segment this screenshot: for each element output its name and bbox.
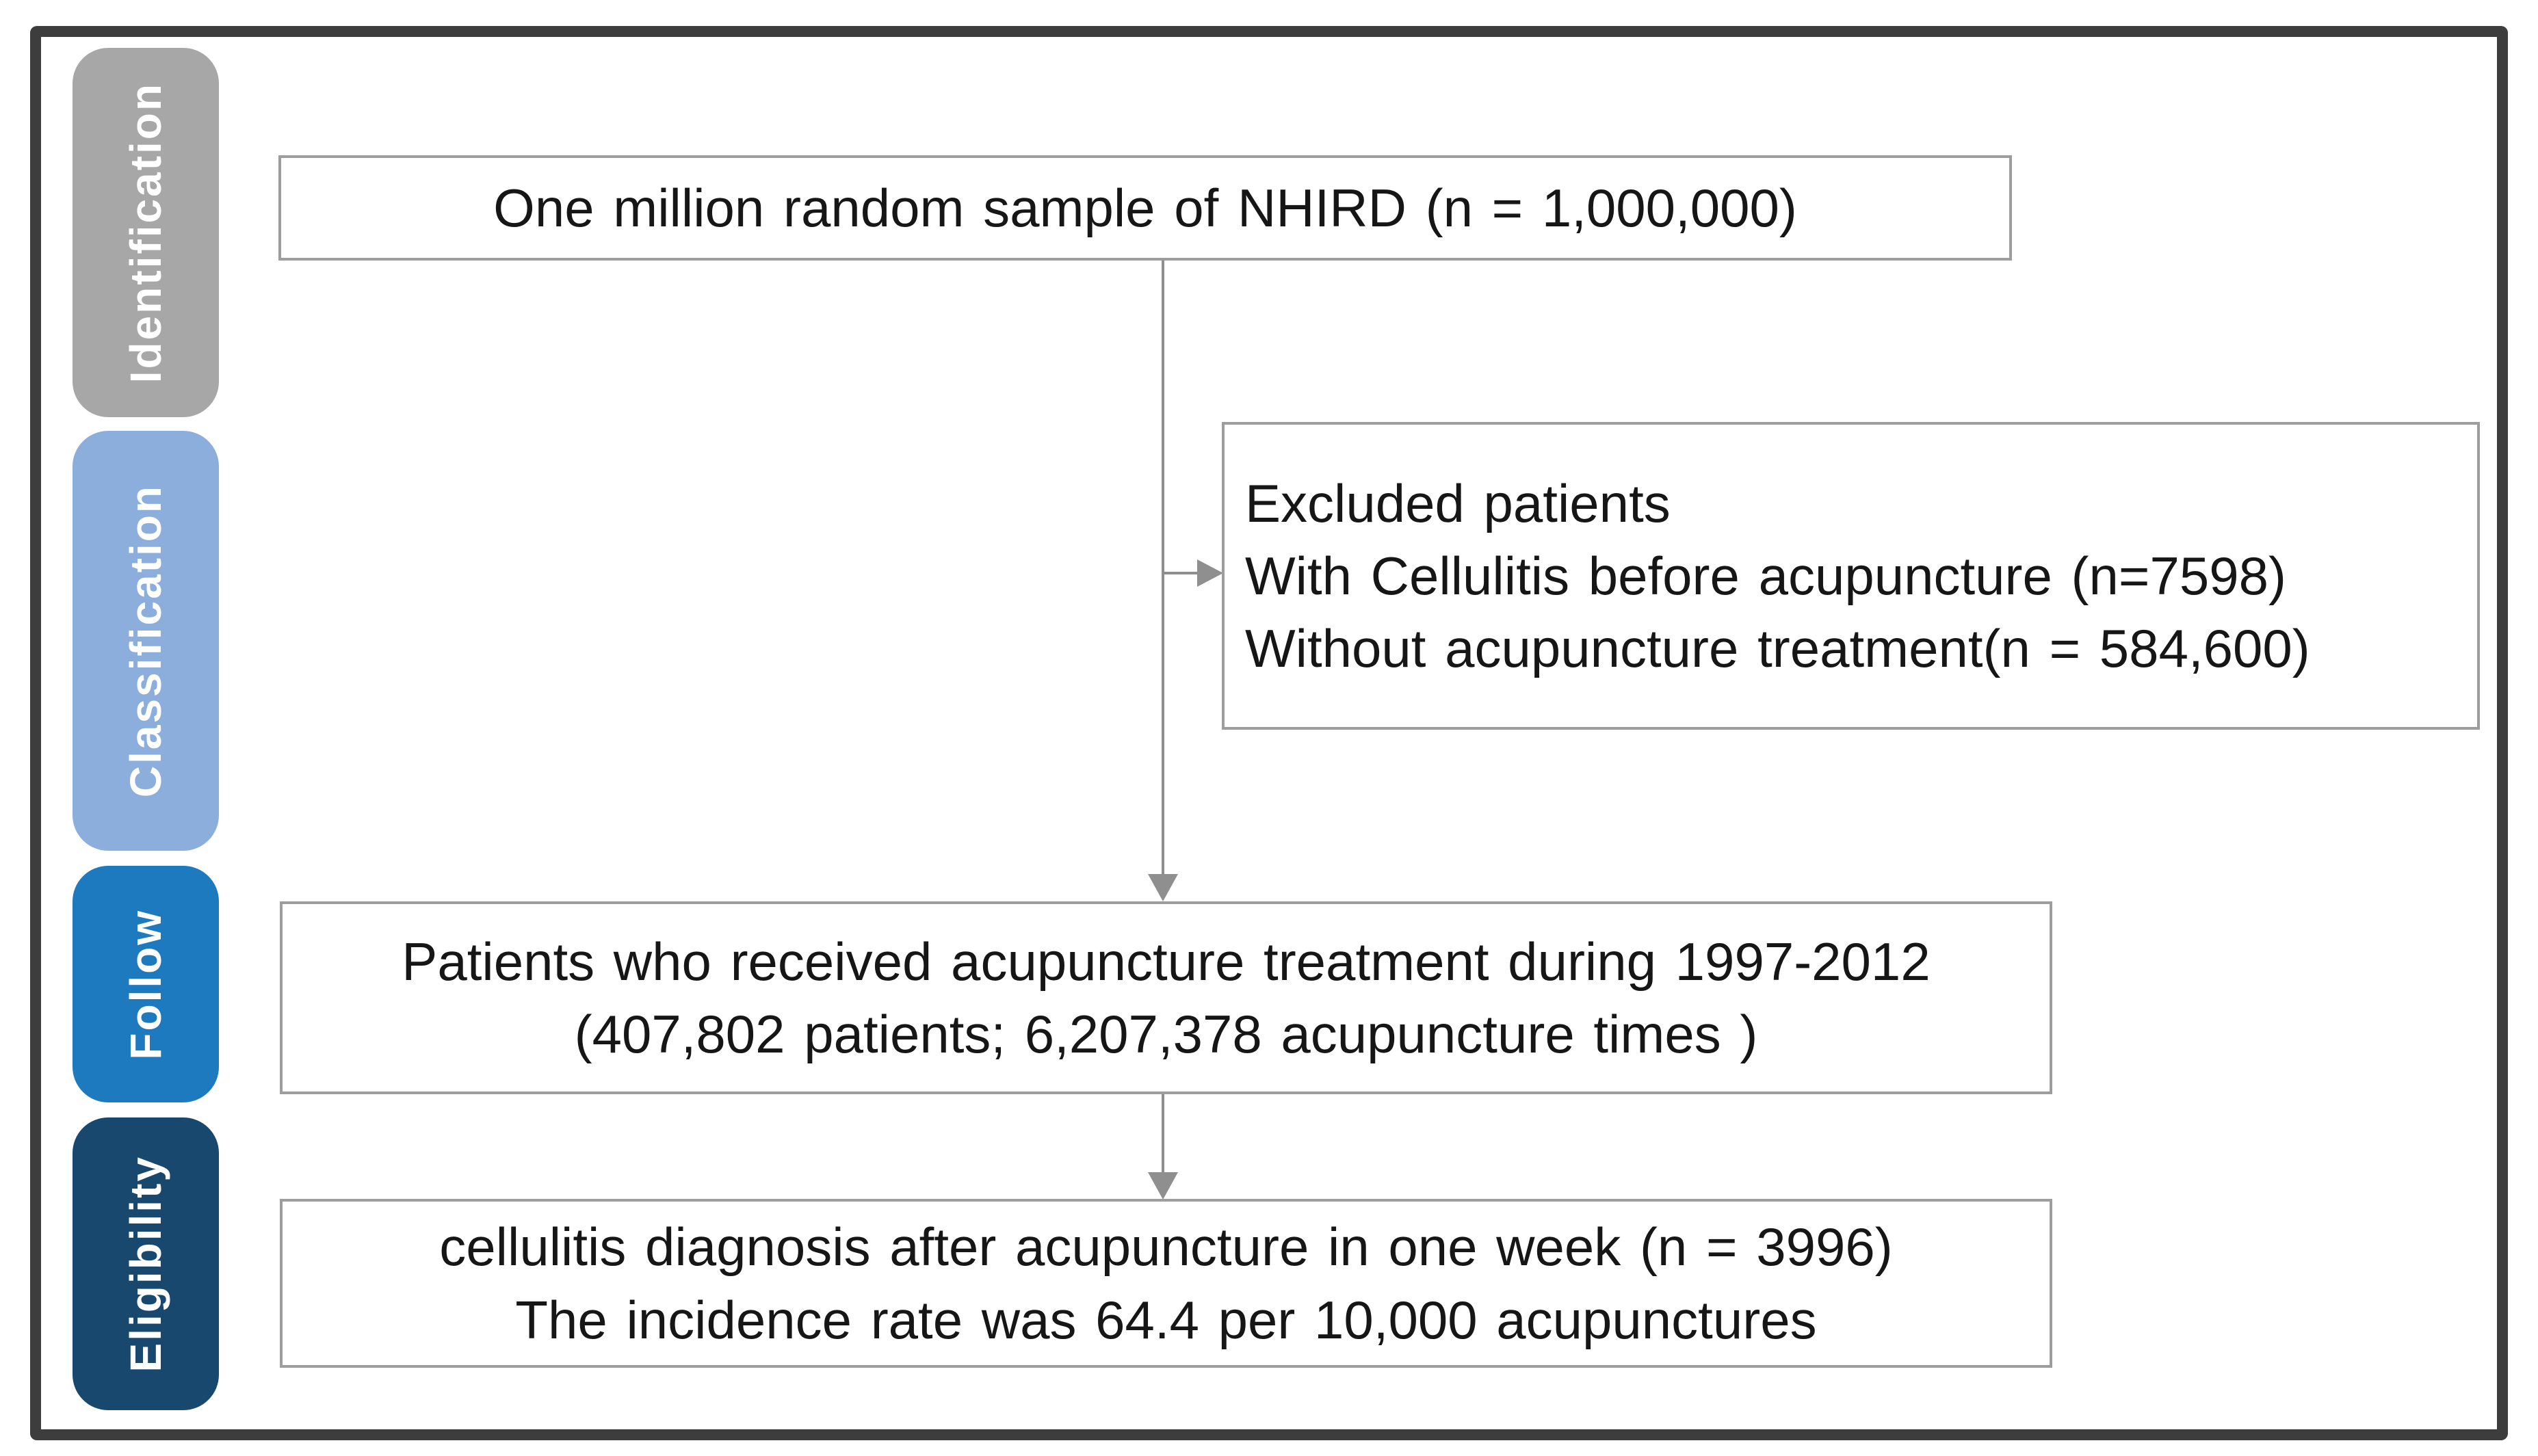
excluded-cellulitis-text: With Cellulitis before acupuncture (n=75… (1245, 545, 2286, 606)
box-nhird-sample: One million random sample of NHIRD (n = … (278, 155, 2012, 261)
stage-tab-identification: Identification (73, 48, 219, 417)
connector-follow-to-eligibility (1162, 1094, 1164, 1174)
follow-line2-text: (407,802 patients; 6,207,378 acupuncture… (574, 1004, 1758, 1064)
eligibility-line1-text: cellulitis diagnosis after acupuncture i… (439, 1217, 1893, 1278)
stage-tab-eligibility: Eligibility (73, 1117, 219, 1410)
nhird-sample-text: One million random sample of NHIRD (n = … (493, 177, 1797, 238)
box-cellulitis-diagnosis: cellulitis diagnosis after acupuncture i… (280, 1199, 2052, 1368)
stage-label-eligibility: Eligibility (121, 1155, 170, 1373)
stage-tab-follow: Follow (73, 866, 219, 1102)
stage-label-follow: Follow (121, 908, 170, 1060)
connector-sample-to-follow (1162, 261, 1164, 875)
box-excluded-patients: Excluded patients With Cellulitis before… (1222, 422, 2480, 730)
figure-border-frame (30, 26, 2508, 1440)
arrowhead-into-eligibility-box (1148, 1172, 1178, 1200)
stage-label-classification: Classification (121, 484, 170, 798)
arrowhead-into-follow-box (1148, 874, 1178, 901)
excluded-no-acupuncture-text: Without acupuncture treatment(n = 584,60… (1245, 618, 2310, 679)
stage-label-identification: Identification (121, 81, 170, 384)
arrowhead-into-excluded-box (1197, 559, 1223, 587)
eligibility-line2-text: The incidence rate was 64.4 per 10,000 a… (515, 1289, 1817, 1350)
follow-line1-text: Patients who received acupuncture treatm… (402, 931, 1931, 992)
connector-branch-to-excluded (1163, 572, 1200, 574)
excluded-title-text: Excluded patients (1245, 473, 1671, 533)
box-acupuncture-patients: Patients who received acupuncture treatm… (280, 901, 2052, 1094)
stage-tab-classification: Classification (73, 431, 219, 851)
